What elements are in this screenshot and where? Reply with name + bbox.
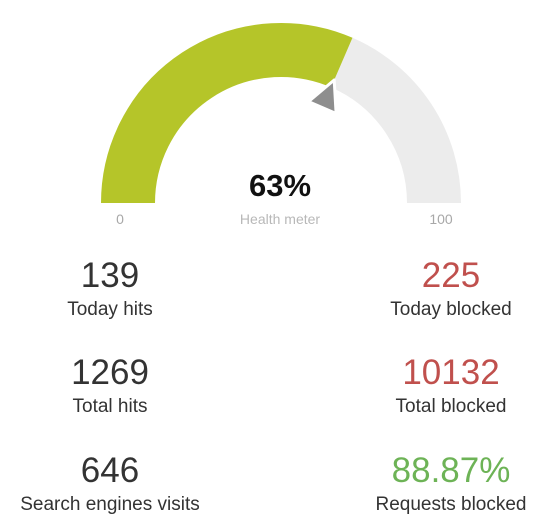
gauge-track (330, 37, 461, 204)
stat-label: Today hits (67, 299, 153, 320)
stat-total-blocked: 10132 Total blocked (341, 353, 550, 419)
stat-search-engines: 646 Search engines visits (0, 451, 220, 517)
stat-label: Search engines visits (20, 494, 200, 515)
gauge-percent: 63% (248, 168, 312, 203)
stat-today-blocked: 225 Today blocked (341, 256, 550, 322)
stat-value: 10132 (402, 353, 500, 392)
stat-value: 139 (80, 256, 140, 295)
stat-label: Total blocked (395, 396, 507, 417)
gauge-min-label: 0 (116, 211, 124, 227)
stat-label: Today blocked (390, 299, 512, 320)
gauge-max-label: 100 (429, 211, 453, 227)
stat-label: Total hits (72, 396, 148, 417)
stat-value: 1269 (71, 353, 149, 392)
gauge-needle-icon (307, 78, 338, 115)
stat-value: 88.87% (391, 451, 511, 490)
stat-total-hits: 1269 Total hits (0, 353, 220, 419)
stat-label: Requests blocked (375, 494, 527, 515)
gauge-fill (101, 23, 353, 204)
health-gauge (101, 23, 461, 204)
stat-today-hits: 139 Today hits (0, 256, 220, 322)
stat-requests-blocked: 88.87% Requests blocked (341, 451, 550, 517)
stat-value: 646 (80, 451, 140, 490)
stat-value: 225 (421, 256, 481, 295)
gauge-caption: Health meter (239, 211, 321, 227)
